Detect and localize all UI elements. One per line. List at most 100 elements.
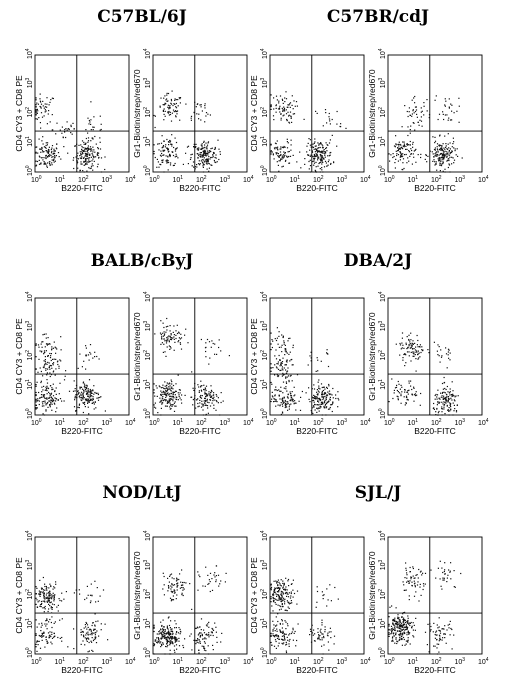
- data-point: [275, 598, 277, 601]
- data-point: [447, 401, 449, 403]
- data-point: [411, 584, 413, 587]
- data-point: [454, 586, 456, 588]
- data-point: [296, 105, 298, 107]
- data-point: [42, 159, 44, 161]
- data-point: [405, 354, 407, 356]
- data-point: [165, 396, 167, 398]
- y-tick-label: 104: [143, 48, 152, 59]
- data-point: [407, 619, 409, 622]
- data-point: [53, 597, 55, 599]
- data-point: [442, 628, 444, 630]
- data-point: [447, 397, 450, 400]
- data-point: [283, 114, 285, 116]
- y-tick-label: 103: [378, 559, 387, 570]
- data-point: [292, 154, 294, 156]
- data-point: [327, 391, 329, 393]
- data-point: [290, 149, 292, 151]
- data-point: [444, 402, 446, 404]
- data-point: [170, 637, 172, 639]
- data-point: [39, 350, 41, 352]
- data-point: [316, 112, 318, 114]
- data-point: [452, 390, 454, 392]
- data-point: [278, 100, 280, 102]
- data-point: [283, 599, 285, 601]
- data-point: [164, 340, 166, 342]
- data-point: [178, 645, 181, 647]
- data-point: [162, 104, 164, 106]
- data-point: [401, 638, 403, 640]
- data-point: [36, 650, 38, 652]
- data-point: [157, 640, 159, 642]
- data-point: [407, 157, 409, 159]
- data-point: [288, 162, 290, 164]
- data-point: [209, 405, 212, 407]
- data-point: [36, 599, 38, 601]
- data-point: [442, 162, 444, 165]
- data-point: [436, 653, 439, 655]
- data-point: [157, 161, 159, 163]
- data-point: [166, 641, 168, 643]
- data-point: [322, 398, 324, 401]
- data-point: [412, 122, 414, 124]
- data-point: [440, 165, 443, 167]
- data-point: [286, 156, 288, 158]
- data-point: [275, 400, 277, 402]
- data-point: [286, 155, 288, 157]
- data-point: [161, 634, 163, 636]
- data-point: [178, 394, 180, 396]
- data-point: [308, 168, 310, 170]
- data-point: [206, 395, 209, 397]
- data-point: [430, 569, 432, 571]
- data-point: [277, 146, 279, 148]
- data-point: [316, 601, 318, 603]
- data-point: [88, 401, 90, 403]
- data-point: [394, 162, 396, 164]
- data-point: [328, 159, 330, 161]
- data-point: [207, 645, 209, 647]
- x-tick-label: 102: [431, 418, 442, 427]
- data-point: [210, 148, 212, 150]
- data-point: [406, 620, 408, 623]
- data-point: [283, 109, 285, 111]
- data-point: [279, 597, 281, 599]
- data-point: [416, 334, 418, 337]
- data-point: [39, 594, 41, 596]
- data-point: [276, 595, 278, 597]
- data-point: [74, 397, 76, 399]
- data-point: [46, 374, 48, 376]
- data-point: [414, 577, 416, 579]
- data-point: [329, 406, 331, 409]
- data-point: [285, 351, 287, 353]
- data-point: [199, 155, 201, 158]
- data-point: [174, 148, 177, 150]
- data-point: [277, 620, 279, 623]
- data-point: [163, 326, 165, 329]
- data-point: [205, 142, 207, 144]
- data-point: [317, 400, 319, 402]
- data-point: [94, 628, 96, 630]
- data-point: [275, 593, 277, 595]
- data-point: [85, 137, 87, 140]
- data-point: [44, 103, 46, 105]
- data-point: [46, 144, 48, 146]
- data-point: [35, 104, 37, 106]
- data-point: [87, 117, 89, 119]
- data-point: [396, 395, 398, 397]
- data-point: [37, 371, 39, 373]
- data-point: [175, 644, 178, 646]
- data-point: [446, 367, 448, 369]
- data-point: [51, 637, 54, 639]
- data-point: [162, 154, 164, 156]
- data-point: [404, 353, 406, 355]
- data-point: [281, 155, 283, 157]
- data-point: [274, 630, 276, 632]
- data-point: [406, 581, 408, 583]
- x-tick-label: 101: [55, 418, 66, 427]
- data-point: [179, 630, 182, 632]
- data-point: [200, 160, 202, 162]
- data-point: [88, 397, 90, 399]
- data-point: [60, 158, 62, 160]
- data-point: [160, 407, 162, 409]
- data-point: [441, 567, 443, 569]
- data-point: [228, 355, 230, 357]
